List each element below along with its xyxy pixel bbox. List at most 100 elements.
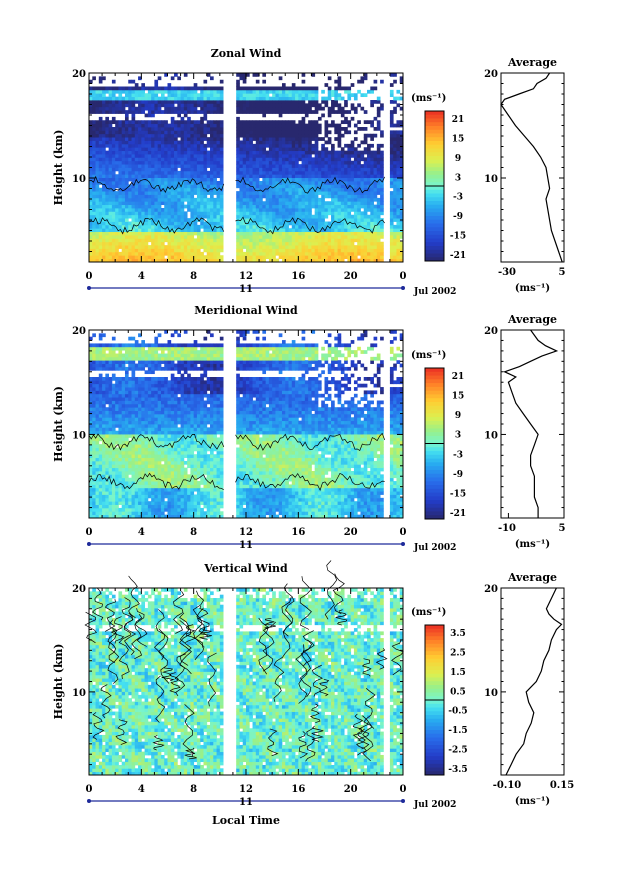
heatmap-cell [281, 255, 286, 260]
heatmap-cell [111, 437, 116, 442]
heatmap-cell [160, 137, 165, 141]
heatmap-cell [187, 86, 191, 91]
heatmap-cell [108, 224, 113, 229]
heatmap-cell [210, 130, 214, 135]
heatmap-cell [124, 113, 129, 118]
heatmap-cell [102, 454, 106, 458]
heatmap-cell [95, 143, 100, 148]
heatmap-cell [141, 86, 145, 91]
heatmap-cell [219, 157, 224, 162]
heatmap-cell [216, 181, 221, 185]
heatmap-cell [334, 251, 338, 256]
heatmap-cell [239, 235, 244, 239]
heatmap-cell [200, 127, 204, 131]
heatmap-cell [295, 214, 299, 219]
heatmap-cell [128, 167, 132, 172]
heatmap-cell [265, 251, 270, 256]
heatmap-cell [105, 474, 110, 479]
heatmap-cell [147, 191, 152, 195]
heatmap-cell [242, 231, 247, 236]
heatmap-cell [92, 400, 96, 405]
heatmap-cell [268, 106, 273, 111]
heatmap-cell [105, 100, 110, 104]
heatmap-cell [131, 191, 136, 195]
heatmap-cell [347, 204, 352, 209]
heatmap-cell [131, 143, 136, 148]
heatmap-cell [92, 481, 96, 485]
heatmap-cell [164, 130, 168, 135]
heatmap-cell [111, 143, 116, 148]
heatmap-cell [321, 181, 325, 185]
heatmap-cell [298, 258, 302, 263]
heatmap-cell [203, 100, 208, 104]
heatmap-cell [380, 235, 384, 239]
heatmap-cell [249, 228, 253, 233]
heatmap-cell [102, 460, 106, 465]
heatmap-cell [105, 511, 110, 516]
heatmap-cell [380, 143, 384, 148]
heatmap-cell [265, 214, 270, 219]
heatmap-cell [92, 417, 96, 422]
heatmap-cell [311, 228, 316, 233]
heatmap-cell [236, 154, 240, 158]
heatmap-cell [98, 460, 103, 465]
heatmap-cell [350, 245, 355, 249]
heatmap-cell [311, 251, 316, 256]
heatmap-cell [272, 103, 276, 108]
heatmap-cell [376, 218, 381, 222]
heatmap-cell [317, 201, 322, 206]
heatmap-cell [246, 120, 250, 125]
heatmap-cell [370, 164, 374, 168]
heatmap-cell [396, 103, 401, 108]
heatmap-cell [95, 403, 100, 408]
heatmap-cell [154, 89, 159, 94]
heatmap-cell [275, 241, 280, 246]
heatmap-cell [265, 133, 270, 138]
heatmap-cell [89, 201, 93, 206]
heatmap-cell [98, 160, 103, 165]
heatmap-cell [321, 143, 325, 148]
heatmap-cell [121, 218, 126, 222]
heatmap-cell [141, 231, 145, 236]
heatmap-cell [301, 191, 306, 195]
heatmap-cell [190, 137, 195, 141]
heatmap-cell [111, 221, 116, 226]
heatmap-cell [118, 143, 123, 148]
heatmap-cell [157, 197, 162, 202]
heatmap-cell [298, 154, 302, 158]
heatmap-cell [210, 89, 214, 94]
heatmap-cell [249, 154, 253, 158]
heatmap-cell [298, 123, 302, 128]
heatmap-cell [141, 110, 145, 114]
heatmap-cell [151, 154, 155, 158]
heatmap-cell [396, 167, 401, 172]
heatmap-cell [92, 106, 96, 111]
heatmap-cell [350, 93, 355, 98]
heatmap-cell [301, 86, 306, 91]
heatmap-cell [314, 154, 319, 158]
heatmap-cell [154, 167, 159, 172]
heatmap-cell [196, 204, 201, 209]
heatmap-cell [206, 100, 211, 104]
heatmap-cell [291, 251, 296, 256]
heatmap-cell [317, 251, 322, 256]
heatmap-cell [275, 214, 280, 219]
heatmap-cell [219, 181, 224, 185]
heatmap-cell [154, 251, 159, 256]
heatmap-cell [344, 204, 348, 209]
heatmap-cell [167, 235, 172, 239]
heatmap-cell [376, 201, 381, 206]
heatmap-cell [95, 353, 100, 358]
heatmap-cell [105, 464, 110, 469]
heatmap-cell [278, 89, 283, 94]
heatmap-cell [262, 258, 267, 263]
heatmap-cell [317, 103, 322, 108]
colorbar-unit: (ms⁻¹) [411, 93, 446, 104]
heatmap-cell [98, 120, 103, 125]
y-tick-label: 20 [72, 69, 86, 80]
heatmap-cell [138, 170, 142, 175]
heatmap-cell [347, 245, 352, 249]
heatmap-cell [89, 238, 93, 243]
heatmap-cell [255, 194, 260, 199]
heatmap-cell [242, 123, 247, 128]
